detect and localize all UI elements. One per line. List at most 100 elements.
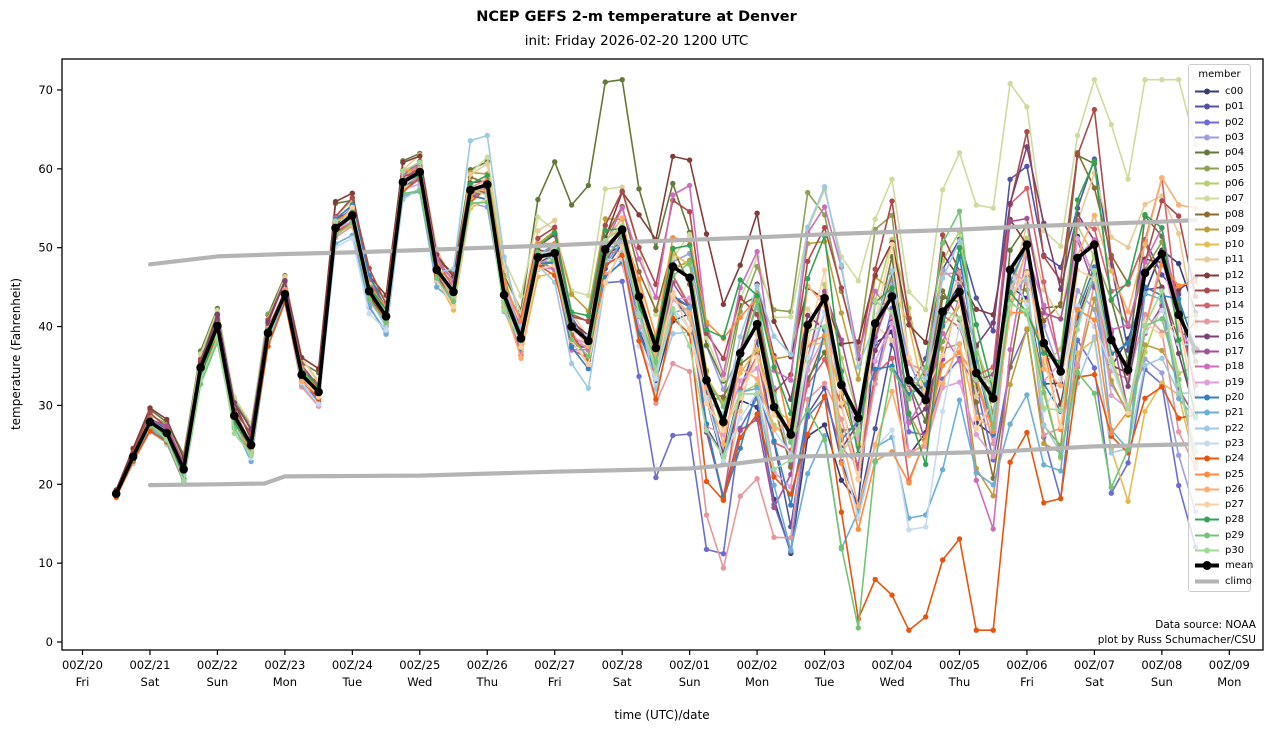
- legend-marker-p28: [1195, 516, 1219, 523]
- legend-marker-p10: [1195, 241, 1219, 248]
- legend-entry-p21: p21: [1189, 405, 1250, 420]
- y-tick-label: 20: [38, 477, 53, 491]
- legend-label: p26: [1225, 483, 1245, 495]
- x-tick-day-label: Mon: [273, 675, 297, 689]
- legend-label: p22: [1225, 422, 1245, 434]
- y-tick-label: 70: [38, 83, 53, 97]
- x-tick-day-label: Wed: [879, 675, 904, 689]
- legend-marker-p17: [1195, 348, 1219, 355]
- x-tick-label: 00Z/09: [1209, 658, 1250, 672]
- x-tick-day-label: Sat: [1085, 675, 1104, 689]
- legend-marker-p13: [1195, 287, 1219, 294]
- x-tick-label: 00Z/07: [1074, 658, 1115, 672]
- legend-label: p24: [1225, 453, 1245, 465]
- x-tick-day-label: Wed: [407, 675, 432, 689]
- legend-entry-p13: p13: [1189, 283, 1250, 298]
- x-tick-label: 00Z/03: [804, 658, 845, 672]
- y-tick-label: 40: [38, 320, 53, 334]
- legend-label: p13: [1225, 285, 1245, 296]
- legend-entry-p27: p27: [1189, 497, 1250, 512]
- legend-marker-p27: [1195, 501, 1219, 508]
- x-tick-label: 00Z/24: [332, 658, 373, 672]
- legend-marker-p14: [1195, 302, 1219, 309]
- legend-label: c00: [1225, 86, 1244, 98]
- y-tick-label: 60: [38, 162, 53, 176]
- legend-entry-p15: p15: [1189, 313, 1250, 328]
- legend-label: p14: [1225, 300, 1245, 312]
- legend-label: p15: [1225, 315, 1245, 327]
- legend-marker-p01: [1195, 103, 1219, 110]
- x-tick-label: 00Z/23: [264, 658, 305, 672]
- chart-title: NCEP GEFS 2-m temperature at Denver: [476, 9, 797, 25]
- data-source-note: Data source: NOAA plot by Russ Schumache…: [1098, 618, 1256, 648]
- x-tick-day-label: Mon: [1217, 675, 1241, 689]
- x-tick-day-label: Fri: [1020, 675, 1034, 689]
- legend-marker-p06: [1195, 180, 1219, 187]
- x-tick-label: 00Z/25: [399, 658, 440, 672]
- legend-marker-p11: [1195, 256, 1219, 263]
- legend-entry-p18: p18: [1189, 359, 1250, 374]
- legend-label: p18: [1225, 361, 1245, 373]
- legend-entry-p11: p11: [1189, 252, 1250, 267]
- legend-marker-p03: [1195, 134, 1219, 141]
- x-tick-day-label: Tue: [342, 675, 363, 689]
- chart-subtitle: init: Friday 2026-02-20 1200 UTC: [524, 33, 749, 49]
- legend-label: p07: [1225, 193, 1245, 205]
- legend-marker-p07: [1195, 195, 1219, 202]
- legend-label: p12: [1225, 269, 1245, 281]
- x-tick-day-label: Sun: [679, 675, 701, 689]
- legend-label: p01: [1225, 101, 1245, 113]
- x-tick-label: 00Z/05: [939, 658, 980, 672]
- legend-entry-p30: p30: [1189, 543, 1250, 558]
- legend-marker-p09: [1195, 226, 1219, 233]
- legend-label: p03: [1225, 132, 1245, 144]
- legend-entry-p09: p09: [1189, 222, 1250, 237]
- legend-marker-p29: [1195, 532, 1219, 539]
- legend-marker-mean: [1195, 561, 1219, 571]
- legend-label: p25: [1225, 468, 1245, 480]
- legend-marker-p08: [1195, 211, 1219, 218]
- legend-label: p30: [1225, 545, 1245, 557]
- x-tick-label: 00Z/21: [129, 658, 170, 672]
- legend-marker-p12: [1195, 272, 1219, 279]
- x-tick-label: 00Z/22: [197, 658, 238, 672]
- y-axis-ticks: 0 10 20 30 40 50 60 70: [38, 83, 62, 649]
- legend-label: p06: [1225, 177, 1245, 189]
- legend-marker-climo: [1195, 579, 1219, 584]
- legend-entry-p05: p05: [1189, 160, 1250, 175]
- legend-marker-p02: [1195, 119, 1219, 126]
- climo-lines: [147, 218, 1198, 488]
- legend-marker-p26: [1195, 486, 1219, 493]
- legend-label: p27: [1225, 499, 1245, 511]
- legend-entry-p23: p23: [1189, 436, 1250, 451]
- legend-entry-p17: p17: [1189, 344, 1250, 359]
- legend-title: member: [1198, 69, 1241, 80]
- legend-label: p05: [1225, 162, 1245, 174]
- legend-entry-p07: p07: [1189, 191, 1250, 206]
- legend-marker-p30: [1195, 547, 1219, 554]
- legend-label: p19: [1225, 376, 1245, 388]
- legend-entry-p03: p03: [1189, 130, 1250, 145]
- x-tick-label: 00Z/08: [1141, 658, 1182, 672]
- x-tick-label: 00Z/26: [467, 658, 508, 672]
- legend-label: climo: [1225, 575, 1252, 587]
- data-source-line: Data source: NOAA: [1155, 619, 1256, 631]
- x-tick-label: 00Z/27: [534, 658, 575, 672]
- legend-label: p11: [1225, 254, 1245, 266]
- x-tick-day-label: Tue: [814, 675, 835, 689]
- legend-label: p21: [1225, 407, 1245, 419]
- x-tick-day-label: Sat: [141, 675, 160, 689]
- legend-entry-p19: p19: [1189, 375, 1250, 390]
- legend-entry-climo: climo: [1189, 574, 1252, 589]
- legend-entry-p12: p12: [1189, 268, 1250, 283]
- legend-entry-p26: p26: [1189, 482, 1250, 497]
- legend-entry-p06: p06: [1189, 176, 1250, 191]
- legend-label: p17: [1225, 346, 1245, 358]
- legend-label: p28: [1225, 514, 1245, 526]
- legend-entry-mean: mean: [1189, 558, 1253, 573]
- legend-entry-p08: p08: [1189, 206, 1250, 221]
- legend-entry-p22: p22: [1189, 421, 1250, 436]
- legend-entry-p25: p25: [1189, 466, 1250, 481]
- legend-marker-p23: [1195, 440, 1219, 447]
